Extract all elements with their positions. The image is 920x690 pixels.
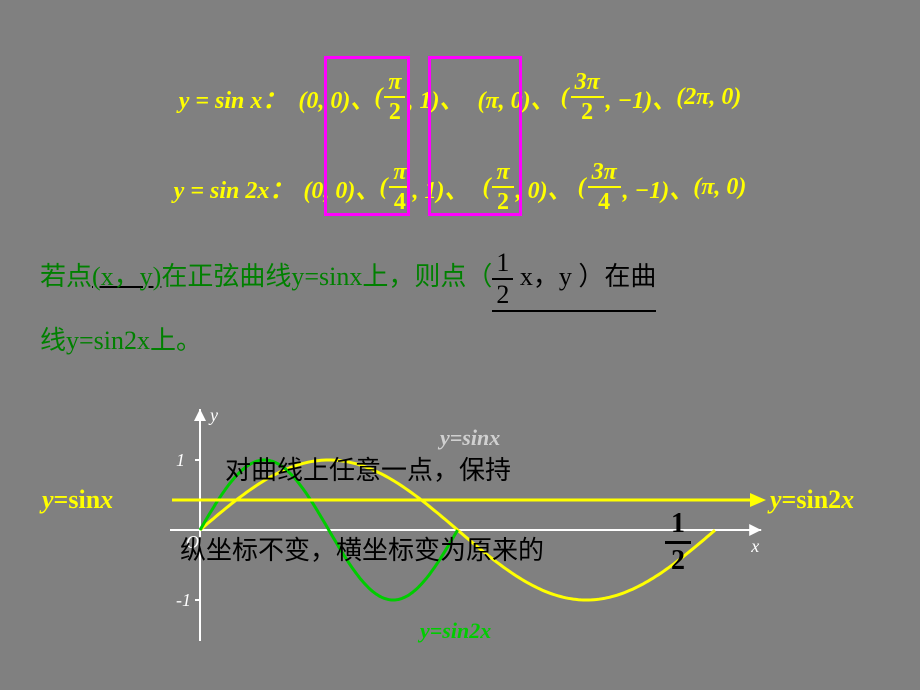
eq1-p5: (2π, 0) [676, 84, 741, 111]
half-frac: 12 [492, 250, 513, 308]
stmt-c: x，y ）在曲 [513, 262, 656, 291]
eq2-lhs: y = sin 2x： [174, 170, 294, 205]
overlay-line1: 对曲线上任意一点，保持 [225, 450, 511, 487]
transform-arrow [172, 490, 772, 510]
overlay-line2: 纵坐标不变，横坐标变为原来的 [180, 530, 544, 567]
statement-text: 若点(x，y)在正弦曲线y=sinx上，则点（12 x，y ）在曲 线y=sin… [40, 248, 880, 369]
eq1-p4-frac: 3π 2 [571, 70, 604, 124]
eq1-p4-open: ( [561, 84, 569, 111]
eq2-p4-open: ( [578, 174, 586, 201]
label-right-sin2x: y=sin2x [770, 485, 854, 515]
svg-text:1: 1 [176, 450, 185, 470]
svg-text:-1: -1 [176, 590, 191, 610]
eq2-p3-close: , 0)、 [516, 170, 572, 205]
slide: y = sin x： (0, 0)、 ( π 2 , 1)、 (π, 0)、 (… [0, 0, 920, 690]
eq1-lhs: y = sin x： [179, 80, 287, 115]
stmt-b: 在正弦曲线y=sinx上，则点（ [161, 262, 492, 291]
highlight-box-1 [324, 56, 410, 216]
eq1-p4-close: , −1)、 [606, 80, 677, 115]
svg-text:y=sin2x: y=sin2x [417, 618, 491, 643]
eq2-p4-close: , −1)、 [623, 170, 694, 205]
svg-text:x: x [750, 536, 759, 556]
highlight-box-2 [428, 56, 522, 216]
svg-text:y: y [208, 405, 218, 425]
eq2-p4-frac: 3π 4 [588, 160, 621, 214]
stmt-xy: (x，y) [92, 262, 161, 291]
eq2-p5: (π, 0) [693, 174, 746, 201]
overlay-frac: 1 2 [665, 510, 691, 575]
label-left-sinx: y=sinx [42, 485, 113, 515]
stmt-frac-xy: 12 x，y ）在曲 [492, 248, 656, 312]
svg-text:y=sinx: y=sinx [437, 425, 500, 450]
stmt-part2: 线y=sin2x上。 [40, 326, 202, 355]
stmt-a: 若点 [40, 262, 92, 291]
